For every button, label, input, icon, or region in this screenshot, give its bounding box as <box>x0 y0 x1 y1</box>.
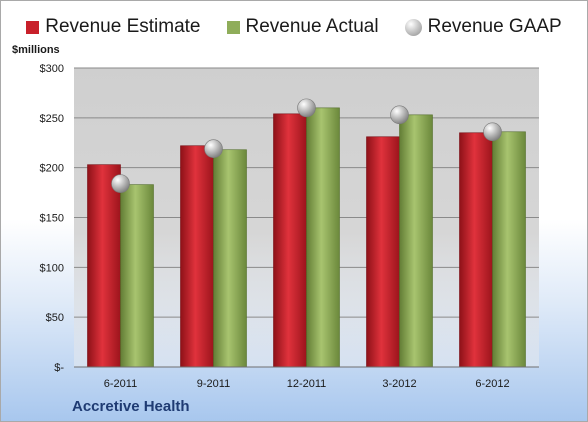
legend-label-actual: Revenue Actual <box>245 16 379 37</box>
legend: Revenue Estimate Revenue Actual Revenue … <box>0 16 588 38</box>
bar-estimate <box>180 145 214 368</box>
gaap-marker <box>111 174 130 193</box>
bar-estimate <box>459 132 493 368</box>
gaap-markers <box>111 98 502 193</box>
gaap-marker <box>204 139 223 159</box>
gaap-marker <box>297 98 316 118</box>
legend-label-estimate: Revenue Estimate <box>45 16 201 37</box>
bar-actual <box>492 131 526 368</box>
y-tick-label: $150 <box>40 213 64 225</box>
bar-actual <box>306 107 340 368</box>
bar-actual <box>399 114 433 368</box>
legend-label-gaap: Revenue GAAP <box>427 16 562 37</box>
x-tick-label: 9-2011 <box>197 378 230 390</box>
legend-marker-gaap <box>404 18 422 36</box>
x-tick-label: 6-2012 <box>475 378 509 390</box>
y-tick-label: $- <box>54 362 64 374</box>
company-name: Accretive Health <box>72 398 190 415</box>
legend-item-estimate: Revenue Estimate <box>26 16 201 38</box>
x-tick-label: 6-2011 <box>104 378 137 390</box>
bar-actual <box>120 184 154 368</box>
y-tick-label: $200 <box>40 163 64 175</box>
bar-actual <box>213 149 247 368</box>
y-axis-ticks: $- $50 $100 $150 $200 $250 $300 <box>40 63 65 374</box>
gaap-marker <box>390 105 409 125</box>
y-tick-label: $300 <box>40 63 64 75</box>
gaap-marker <box>483 122 502 142</box>
x-tick-label: 12-2011 <box>287 378 327 390</box>
bar-estimate <box>366 136 400 368</box>
legend-swatch-actual <box>226 20 240 34</box>
y-tick-label: $100 <box>40 262 64 274</box>
legend-swatch-estimate <box>26 20 40 34</box>
legend-item-gaap: Revenue GAAP <box>404 16 562 38</box>
x-axis-ticks: 6-2011 9-2011 12-2011 3-2012 6-2012 <box>74 366 539 390</box>
bar-estimate <box>273 113 307 368</box>
y-tick-label: $50 <box>46 312 64 324</box>
bar-estimate <box>87 164 121 368</box>
y-axis-unit-label: $millions <box>12 44 60 56</box>
y-tick-label: $250 <box>40 113 64 125</box>
legend-item-actual: Revenue Actual <box>226 16 379 38</box>
bars <box>87 107 526 368</box>
x-tick-label: 3-2012 <box>382 378 416 390</box>
